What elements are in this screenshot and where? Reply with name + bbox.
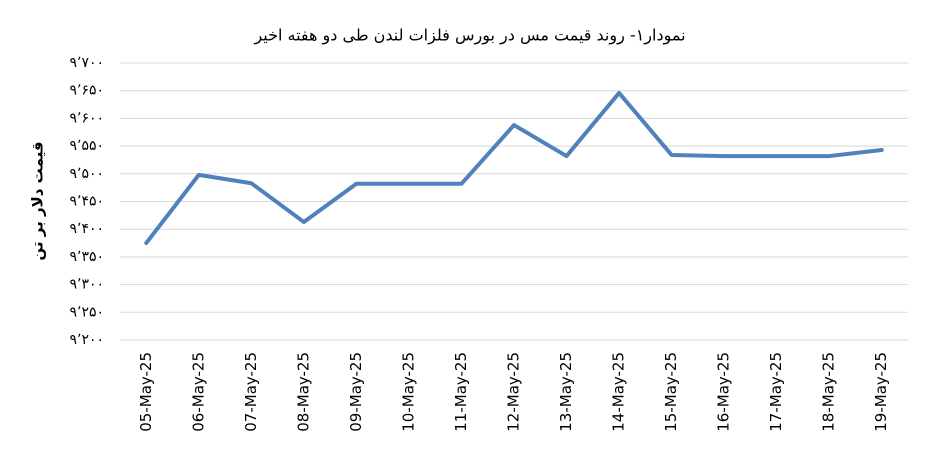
x-tick-label: 11-May-25 bbox=[452, 352, 470, 432]
y-tick-label: ۹٬۲۰۰ bbox=[69, 332, 104, 348]
x-tick-label: 06-May-25 bbox=[189, 352, 207, 432]
x-tick-label: 16-May-25 bbox=[715, 352, 733, 432]
line bbox=[144, 90, 884, 246]
y-tick-label: ۹٬۶۵۰ bbox=[69, 83, 104, 99]
y-tick-label: ۹٬۲۵۰ bbox=[69, 304, 104, 320]
y-tick-label: ۹٬۵۰۰ bbox=[69, 166, 104, 182]
x-tick-label: 19-May-25 bbox=[872, 352, 890, 432]
y-tick-label: ۹٬۶۰۰ bbox=[69, 110, 104, 126]
y-tick-label: ۹٬۴۵۰ bbox=[69, 194, 104, 210]
chart-title: نمودار۱- روند قیمت مس در بورس فلزات لندن… bbox=[253, 26, 685, 46]
y-tick-label: ۹٬۳۰۰ bbox=[69, 277, 104, 293]
x-tick-label: 09-May-25 bbox=[347, 352, 365, 432]
y-tick-label: ۹٬۳۵۰ bbox=[69, 249, 104, 265]
x-tick-label: 10-May-25 bbox=[399, 352, 417, 432]
y-tick-label: ۹٬۵۵۰ bbox=[69, 138, 104, 154]
x-tick-label: 15-May-25 bbox=[662, 352, 680, 432]
x-tick-label: 14-May-25 bbox=[610, 352, 628, 432]
x-tick-label: 18-May-25 bbox=[820, 352, 838, 432]
x-tick-label: 05-May-25 bbox=[137, 352, 155, 432]
y-tick-label: ۹٬۴۰۰ bbox=[69, 221, 104, 237]
y-tick-label: ۹٬۷۰۰ bbox=[69, 55, 104, 71]
x-tick-label: 12-May-25 bbox=[505, 352, 523, 432]
x-tick-label: 08-May-25 bbox=[294, 352, 312, 432]
x-tick-label: 07-May-25 bbox=[242, 352, 260, 432]
x-tick-label: 17-May-25 bbox=[767, 352, 785, 432]
y-axis-label: قیمت دلار بر تن bbox=[29, 141, 47, 260]
x-tick-label: 13-May-25 bbox=[557, 352, 575, 432]
